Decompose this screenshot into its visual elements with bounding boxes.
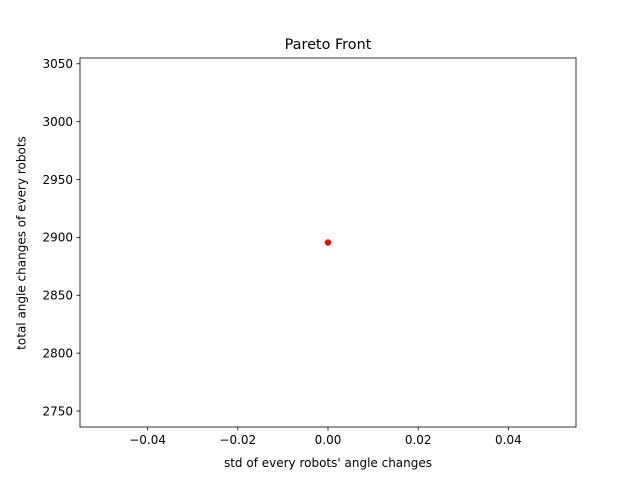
plot-area: −0.04 −0.02 0.00 0.02 0.04 2750 2800 2850 2900 29…	[42, 57, 577, 447]
y-tick-label-1: 2800	[42, 346, 73, 360]
x-tick-label-2: 0.00	[315, 433, 342, 447]
x-axis-label: std of every robots' angle changes	[224, 456, 432, 470]
y-tick-label-5: 3000	[42, 115, 73, 129]
x-tick-label-1: −0.02	[219, 433, 256, 447]
y-tick-label-6: 3050	[42, 57, 73, 71]
y-tick-label-3: 2900	[42, 231, 73, 245]
x-tick-label-0: −0.04	[129, 433, 166, 447]
y-tick-label-2: 2850	[42, 289, 73, 303]
y-tick-label-0: 2750	[42, 404, 73, 418]
y-axis-label: total angle changes of every robots	[15, 136, 29, 350]
y-tick-label-4: 2950	[42, 173, 73, 187]
x-tick-label-3: 0.02	[405, 433, 432, 447]
data-point-0-0	[324, 239, 332, 246]
x-tick-label-4: 0.04	[495, 433, 522, 447]
chart-title: Pareto Front	[285, 37, 372, 53]
